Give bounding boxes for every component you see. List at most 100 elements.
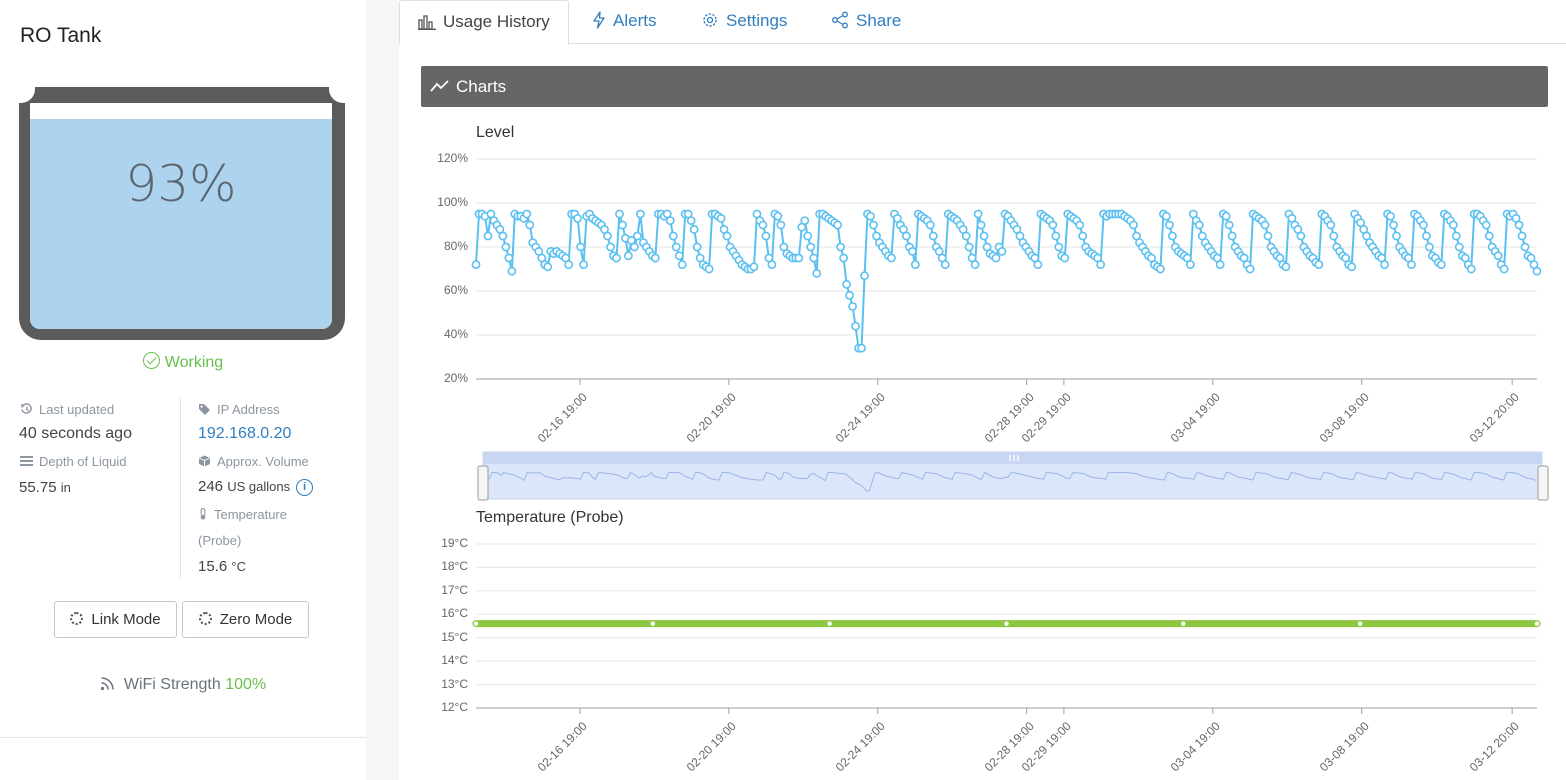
data-point[interactable] [606,242,615,252]
data-point[interactable] [1534,621,1540,626]
data-point[interactable] [722,231,732,241]
data-point[interactable] [1051,231,1061,241]
data-point[interactable] [1499,264,1509,274]
data-point[interactable] [1054,242,1064,252]
data-point[interactable] [501,242,511,252]
data-point[interactable] [674,251,684,261]
tab-settings[interactable]: Settings [683,0,805,44]
data-point[interactable] [970,260,980,269]
data-point[interactable] [624,251,633,261]
data-point[interactable] [1164,220,1174,230]
data-point[interactable] [773,211,783,221]
data-point[interactable] [1314,260,1324,269]
data-point[interactable] [1517,231,1527,241]
data-point[interactable] [1129,220,1138,230]
data-point[interactable] [564,260,574,269]
data-point[interactable] [979,231,989,241]
data-point[interactable] [1221,211,1231,221]
data-point[interactable] [1260,220,1270,230]
data-point[interactable] [471,260,481,269]
data-point[interactable] [839,253,849,263]
data-point[interactable] [1181,621,1186,626]
data-point[interactable] [1078,231,1088,241]
data-point[interactable] [991,253,1001,263]
data-point[interactable] [940,260,950,269]
data-point[interactable] [573,213,583,223]
data-point[interactable] [1060,253,1070,263]
data-point[interactable] [973,209,983,219]
tab-share[interactable]: Share [813,0,919,44]
data-point[interactable] [1215,260,1225,269]
data-point[interactable] [1161,211,1171,221]
data-point[interactable] [686,216,696,225]
data-point[interactable] [887,253,896,263]
data-point[interactable] [612,253,621,263]
data-point[interactable] [833,220,843,230]
data-point[interactable] [803,231,813,241]
data-point[interactable] [997,246,1007,256]
data-point[interactable] [869,220,878,230]
data-point[interactable] [504,253,514,263]
navigator-handle[interactable] [477,465,489,501]
data-point[interactable] [910,260,920,269]
data-point[interactable] [1048,220,1058,230]
data-point[interactable] [1389,220,1398,230]
data-point[interactable] [901,231,911,241]
data-point[interactable] [1532,266,1542,276]
data-point[interactable] [827,621,832,626]
data-point[interactable] [1326,220,1336,230]
data-point[interactable] [964,242,974,252]
data-point[interactable] [1167,231,1177,241]
data-point[interactable] [1281,262,1291,272]
data-point[interactable] [767,260,777,269]
data-point[interactable] [692,242,702,252]
data-point[interactable] [1386,211,1395,221]
data-point[interactable] [1425,242,1434,252]
data-point[interactable] [635,209,645,219]
data-point[interactable] [1419,220,1428,230]
data-point[interactable] [498,231,508,241]
data-point[interactable] [842,279,852,289]
data-point[interactable] [576,242,586,252]
data-point[interactable] [976,220,986,230]
data-point[interactable] [1454,242,1464,252]
data-point[interactable] [1245,264,1255,274]
data-point[interactable] [704,264,714,274]
data-point[interactable] [615,209,624,219]
data-point[interactable] [665,216,675,225]
navigator-handle[interactable] [1537,465,1549,501]
data-point[interactable] [1448,220,1458,230]
ip-address-link[interactable]: 192.168.0.20 [198,425,292,442]
data-point[interactable] [1493,251,1503,261]
data-point[interactable] [1466,264,1476,274]
data-point[interactable] [1096,260,1106,269]
data-point[interactable] [1263,231,1273,241]
data-point[interactable] [1436,260,1446,269]
data-point[interactable] [1347,262,1357,272]
data-point[interactable] [543,262,553,272]
data-point[interactable] [1004,621,1009,626]
data-point[interactable] [1357,621,1363,626]
data-point[interactable] [907,246,917,256]
data-point[interactable] [1227,231,1237,241]
data-point[interactable] [579,260,588,269]
info-icon[interactable]: i [296,479,314,496]
data-point[interactable] [961,231,971,241]
data-point[interactable] [851,321,860,331]
data-point[interactable] [1156,264,1165,274]
data-point[interactable] [1296,231,1306,241]
data-point[interactable] [716,213,726,223]
data-point[interactable] [650,621,656,626]
data-point[interactable] [1194,220,1204,230]
data-point[interactable] [1329,231,1339,241]
data-point[interactable] [1520,242,1530,252]
data-point[interactable] [1484,231,1494,241]
data-point[interactable] [1224,220,1234,230]
data-point[interactable] [800,216,810,225]
data-point[interactable] [630,242,639,252]
data-point[interactable] [836,242,846,252]
data-point[interactable] [761,231,771,241]
data-point[interactable] [809,253,819,263]
data-point[interactable] [473,621,479,626]
